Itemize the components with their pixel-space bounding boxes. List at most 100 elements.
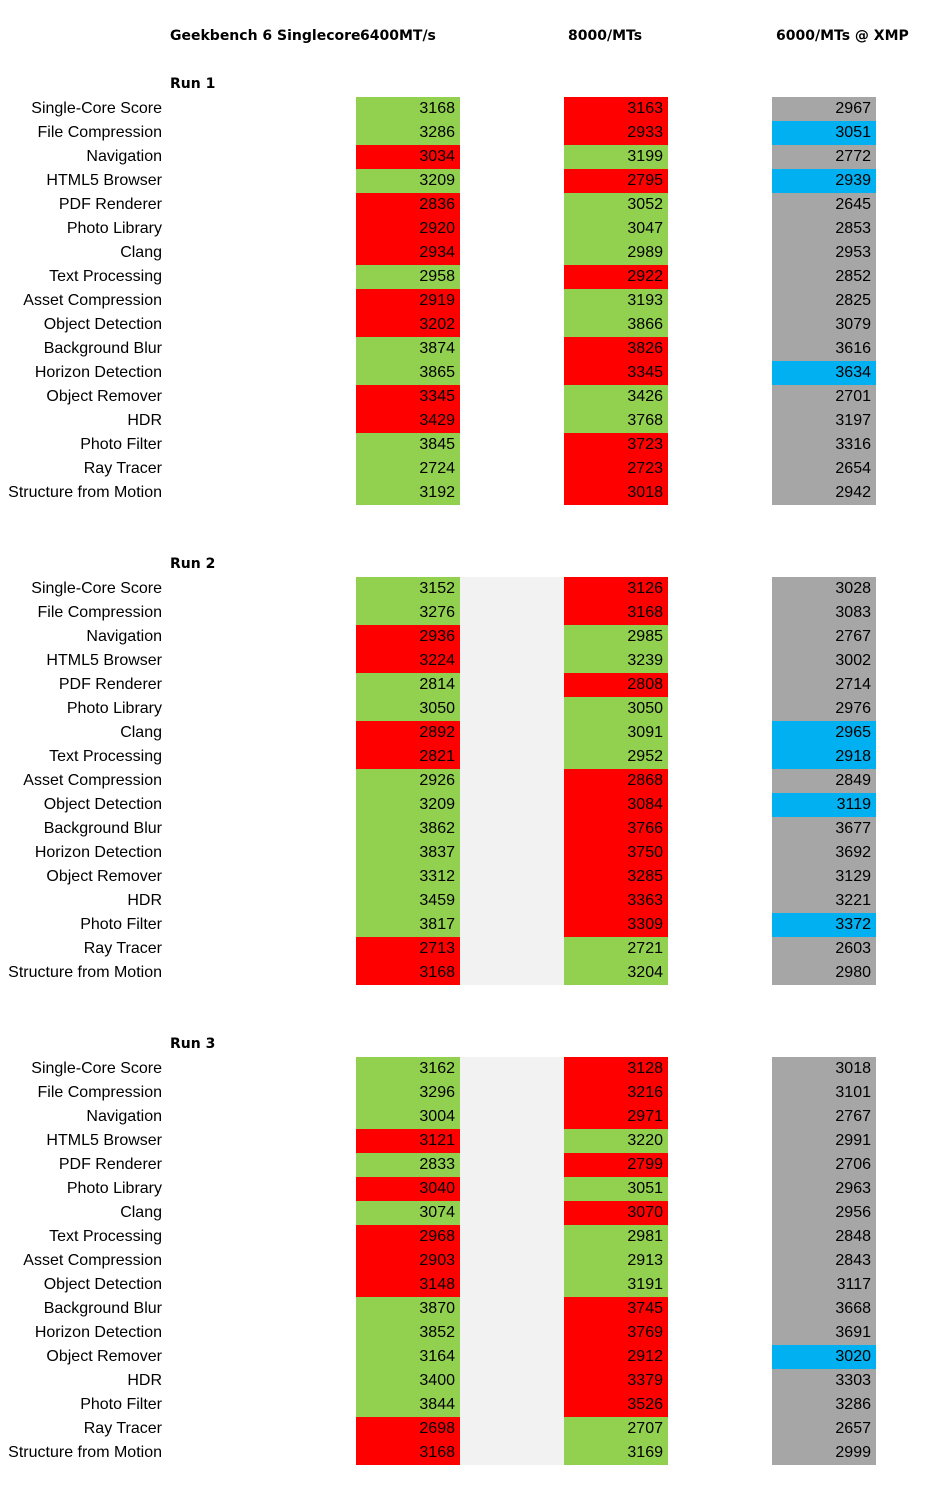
score-6000-xmp-cell[interactable]: 2654 [772,457,876,481]
score-8000-cell[interactable]: 2868 [564,769,668,793]
score-6400-cell[interactable]: 3844 [356,1393,460,1417]
score-6000-xmp-cell[interactable]: 3020 [772,1345,876,1369]
score-6400-cell[interactable]: 2934 [356,241,460,265]
score-6000-xmp-cell[interactable]: 3083 [772,601,876,625]
score-8000-cell[interactable]: 2985 [564,625,668,649]
score-6400-cell[interactable]: 3209 [356,793,460,817]
score-8000-cell[interactable]: 3216 [564,1081,668,1105]
score-6000-xmp-cell[interactable]: 2849 [772,769,876,793]
score-8000-cell[interactable]: 3163 [564,97,668,121]
score-6000-xmp-cell[interactable]: 3303 [772,1369,876,1393]
score-8000-cell[interactable]: 3379 [564,1369,668,1393]
score-8000-cell[interactable]: 3285 [564,865,668,889]
score-6000-xmp-cell[interactable]: 3129 [772,865,876,889]
score-6000-xmp-cell[interactable]: 2980 [772,961,876,985]
score-8000-cell[interactable]: 2933 [564,121,668,145]
score-6400-cell[interactable]: 3040 [356,1177,460,1201]
score-6400-cell[interactable]: 3874 [356,337,460,361]
score-6000-xmp-cell[interactable]: 3221 [772,889,876,913]
score-8000-cell[interactable]: 2808 [564,673,668,697]
score-6000-xmp-cell[interactable]: 3197 [772,409,876,433]
score-6400-cell[interactable]: 3852 [356,1321,460,1345]
score-6400-cell[interactable]: 2920 [356,217,460,241]
score-6400-cell[interactable]: 3296 [356,1081,460,1105]
score-6000-xmp-cell[interactable]: 2706 [772,1153,876,1177]
score-8000-cell[interactable]: 2723 [564,457,668,481]
score-6000-xmp-cell[interactable]: 2772 [772,145,876,169]
score-6400-cell[interactable]: 3286 [356,121,460,145]
score-6400-cell[interactable]: 2698 [356,1417,460,1441]
score-6000-xmp-cell[interactable]: 2965 [772,721,876,745]
score-6400-cell[interactable]: 3148 [356,1273,460,1297]
score-6000-xmp-cell[interactable]: 2701 [772,385,876,409]
score-6400-cell[interactable]: 2936 [356,625,460,649]
score-6400-cell[interactable]: 2892 [356,721,460,745]
score-8000-cell[interactable]: 3826 [564,337,668,361]
score-6000-xmp-cell[interactable]: 3668 [772,1297,876,1321]
score-8000-cell[interactable]: 3169 [564,1441,668,1465]
score-6400-cell[interactable]: 3168 [356,961,460,985]
score-6000-xmp-cell[interactable]: 3634 [772,361,876,385]
score-6400-cell[interactable]: 2968 [356,1225,460,1249]
score-6000-xmp-cell[interactable]: 2767 [772,1105,876,1129]
score-6400-cell[interactable]: 3429 [356,409,460,433]
score-6400-cell[interactable]: 2903 [356,1249,460,1273]
score-8000-cell[interactable]: 3070 [564,1201,668,1225]
score-6400-cell[interactable]: 3209 [356,169,460,193]
score-8000-cell[interactable]: 3766 [564,817,668,841]
score-8000-cell[interactable]: 3309 [564,913,668,937]
score-8000-cell[interactable]: 3866 [564,313,668,337]
score-8000-cell[interactable]: 3050 [564,697,668,721]
score-6000-xmp-cell[interactable]: 3079 [772,313,876,337]
score-8000-cell[interactable]: 3199 [564,145,668,169]
score-8000-cell[interactable]: 3204 [564,961,668,985]
score-6000-xmp-cell[interactable]: 2657 [772,1417,876,1441]
score-6000-xmp-cell[interactable]: 2848 [772,1225,876,1249]
score-8000-cell[interactable]: 3091 [564,721,668,745]
score-6000-xmp-cell[interactable]: 3051 [772,121,876,145]
score-8000-cell[interactable]: 3723 [564,433,668,457]
score-8000-cell[interactable]: 3769 [564,1321,668,1345]
score-6000-xmp-cell[interactable]: 2714 [772,673,876,697]
score-8000-cell[interactable]: 2981 [564,1225,668,1249]
score-8000-cell[interactable]: 2971 [564,1105,668,1129]
score-6000-xmp-cell[interactable]: 3002 [772,649,876,673]
score-6400-cell[interactable]: 3164 [356,1345,460,1369]
score-6400-cell[interactable]: 3862 [356,817,460,841]
score-6000-xmp-cell[interactable]: 2956 [772,1201,876,1225]
score-8000-cell[interactable]: 3239 [564,649,668,673]
score-8000-cell[interactable]: 2922 [564,265,668,289]
score-6000-xmp-cell[interactable]: 3616 [772,337,876,361]
score-6000-xmp-cell[interactable]: 2603 [772,937,876,961]
score-8000-cell[interactable]: 3047 [564,217,668,241]
score-6000-xmp-cell[interactable]: 2976 [772,697,876,721]
score-6000-xmp-cell[interactable]: 2953 [772,241,876,265]
score-6400-cell[interactable]: 2821 [356,745,460,769]
score-8000-cell[interactable]: 2989 [564,241,668,265]
score-6000-xmp-cell[interactable]: 3316 [772,433,876,457]
score-8000-cell[interactable]: 2795 [564,169,668,193]
score-6000-xmp-cell[interactable]: 3692 [772,841,876,865]
score-6400-cell[interactable]: 3224 [356,649,460,673]
score-6000-xmp-cell[interactable]: 2852 [772,265,876,289]
score-8000-cell[interactable]: 2952 [564,745,668,769]
score-6400-cell[interactable]: 3459 [356,889,460,913]
score-6400-cell[interactable]: 3837 [356,841,460,865]
score-6000-xmp-cell[interactable]: 2991 [772,1129,876,1153]
score-8000-cell[interactable]: 2912 [564,1345,668,1369]
score-6000-xmp-cell[interactable]: 2939 [772,169,876,193]
score-8000-cell[interactable]: 3220 [564,1129,668,1153]
score-6000-xmp-cell[interactable]: 3691 [772,1321,876,1345]
score-8000-cell[interactable]: 3426 [564,385,668,409]
score-6000-xmp-cell[interactable]: 2942 [772,481,876,505]
score-6400-cell[interactable]: 3870 [356,1297,460,1321]
score-6400-cell[interactable]: 3192 [356,481,460,505]
score-8000-cell[interactable]: 2707 [564,1417,668,1441]
score-8000-cell[interactable]: 3128 [564,1057,668,1081]
score-6000-xmp-cell[interactable]: 2843 [772,1249,876,1273]
score-6400-cell[interactable]: 3345 [356,385,460,409]
score-6000-xmp-cell[interactable]: 3677 [772,817,876,841]
score-8000-cell[interactable]: 3345 [564,361,668,385]
score-6400-cell[interactable]: 3168 [356,97,460,121]
score-8000-cell[interactable]: 3745 [564,1297,668,1321]
